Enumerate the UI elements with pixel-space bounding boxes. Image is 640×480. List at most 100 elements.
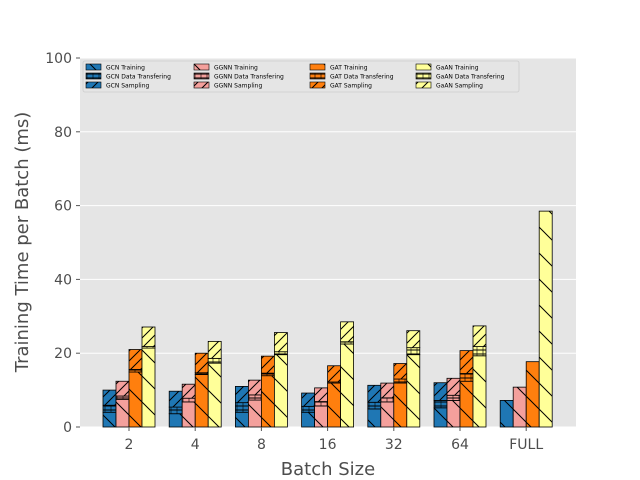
bar-gat-data-transferring-hatch — [195, 372, 209, 375]
bar-gaan-sampling-hatch — [208, 341, 222, 359]
bar-gcn-training-hatch — [235, 412, 249, 427]
legend: GCN Training GCN Data Transfering GCN Samp… — [82, 60, 520, 93]
bar-gaan-training-hatch — [274, 354, 288, 427]
bar-gcn-training-hatch — [367, 408, 381, 427]
y-tick-label: 80 — [54, 125, 72, 141]
bar-gaan-training-hatch — [406, 354, 420, 427]
x-tick-label: 8 — [257, 437, 266, 453]
bar-gcn-data-transferring-hatch — [235, 402, 249, 413]
bar-gat-sampling-hatch — [460, 350, 473, 374]
legend-swatch-hatch — [194, 64, 209, 70]
bar-ggnn-data-transferring-hatch — [182, 398, 196, 402]
bar-ggnn-sampling-hatch — [248, 380, 262, 395]
bar-gcn-training-hatch — [434, 407, 447, 427]
y-axis-label: Training Time per Batch (ms) — [12, 112, 33, 374]
legend-label: GAT Data Transfering — [330, 74, 394, 81]
bar-ggnn-sampling-hatch — [116, 381, 129, 397]
bar-gcn-sampling-hatch — [301, 393, 315, 407]
legend-swatch-hatch — [416, 73, 431, 79]
bar-gat-data-transferring-hatch — [261, 373, 275, 376]
bar-gaan-sampling-hatch — [142, 327, 155, 347]
bar-gat-sampling-hatch — [327, 365, 341, 382]
bar-gaan-sampling-hatch — [473, 325, 486, 347]
bar-ggnn-data-transferring-hatch — [380, 397, 394, 402]
legend-label: GCN Sampling — [106, 83, 150, 90]
bar-ggnn-sampling-hatch — [380, 383, 394, 398]
legend-label: GaAN Training — [436, 65, 479, 72]
legend-label: GGNN Data Transfering — [214, 74, 284, 81]
y-tick-label: 60 — [54, 199, 72, 215]
bar-gaan-data-transferring-hatch — [473, 346, 486, 356]
bar-gcn-training-hatch — [103, 412, 116, 427]
bar-ggnn-training-hatch — [116, 399, 129, 427]
bar-gcn-data-transferring-hatch — [301, 406, 315, 413]
x-tick-label: 2 — [125, 437, 134, 453]
legend-swatch-hatch — [310, 82, 325, 88]
bar-gaan-data-transferring-hatch — [406, 347, 420, 355]
x-tick-label: 64 — [451, 437, 469, 453]
legend-label: GCN Data Transfering — [106, 74, 171, 81]
bar-gaan-training-hatch — [340, 343, 354, 427]
bar-gcn-training-hatch — [301, 412, 315, 427]
bar-gcn-training-hatch — [169, 413, 183, 427]
legend-label: GAT Sampling — [330, 83, 372, 90]
bar-gaan-data-transferring-hatch — [142, 346, 155, 349]
y-ticks: 0 20 40 60 80 100 — [45, 51, 80, 436]
legend-swatch-hatch — [194, 82, 209, 88]
bar-ggnn-training-hatch — [513, 387, 527, 427]
bar-gat-sampling-hatch — [261, 356, 275, 374]
bars — [102, 210, 553, 428]
bar-ggnn-sampling-hatch — [182, 384, 196, 399]
bar-ggnn-data-transferring-hatch — [116, 396, 129, 400]
bar-gaan-training-hatch — [539, 211, 553, 427]
bar-gaan-training-hatch — [473, 355, 486, 427]
bar-gaan-data-transferring-hatch — [340, 341, 354, 344]
y-tick-label: 100 — [45, 51, 72, 67]
bar-gcn-sampling-hatch — [367, 385, 381, 403]
bar-gat-training-hatch — [393, 383, 407, 427]
bar-gaan-sampling-hatch — [340, 321, 354, 342]
x-tick-label: 4 — [191, 437, 200, 453]
bar-gcn-sampling-hatch — [103, 390, 116, 406]
legend-swatch-hatch — [86, 64, 101, 70]
grid — [80, 57, 576, 428]
bar-gat-data-transferring-hatch — [129, 369, 142, 373]
bar-ggnn-sampling-hatch — [447, 378, 460, 396]
legend-swatch-hatch — [86, 82, 101, 88]
bar-gcn-training-hatch — [500, 400, 514, 427]
bar-gat-data-transferring-hatch — [393, 379, 407, 384]
bar-ggnn-training-hatch — [182, 401, 196, 427]
x-ticks: 2 4 8 16 32 64 FULL — [125, 427, 543, 453]
legend-swatch-hatch — [310, 64, 325, 70]
legend-swatch-hatch — [310, 73, 325, 79]
y-tick-label: 0 — [63, 420, 72, 436]
bar-gaan-data-transferring-hatch — [208, 358, 222, 364]
bar-gaan-training-hatch — [208, 363, 222, 427]
bar-ggnn-training-hatch — [447, 400, 460, 427]
bar-gat-data-transferring-hatch — [460, 373, 473, 382]
bar-gat-sampling-hatch — [129, 349, 142, 370]
bar-gat-training-hatch — [460, 381, 473, 427]
bar-gat-training-hatch — [129, 372, 142, 427]
bar-gaan-data-transferring-hatch — [274, 351, 288, 355]
bar-gat-sampling-hatch — [195, 353, 209, 373]
bar-gcn-sampling-hatch — [235, 386, 249, 403]
legend-label: GaAN Sampling — [436, 83, 483, 90]
bar-gat-training-hatch — [261, 375, 275, 427]
bar-gat-sampling-hatch — [393, 363, 407, 380]
bar-ggnn-data-transferring-hatch — [314, 401, 328, 406]
bar-gat-training-hatch — [327, 383, 341, 427]
bar-ggnn-training-hatch — [314, 405, 328, 427]
bar-gcn-data-transferring-hatch — [169, 407, 183, 414]
legend-swatch-hatch — [416, 64, 431, 70]
y-tick-label: 20 — [54, 346, 72, 362]
legend-label: GGNN Sampling — [214, 83, 262, 90]
x-tick-label: 16 — [319, 437, 337, 453]
bar-gaan-sampling-hatch — [274, 332, 288, 352]
bar-ggnn-data-transferring-hatch — [248, 394, 262, 401]
bar-gaan-sampling-hatch — [406, 330, 420, 348]
x-axis-label: Batch Size — [281, 459, 375, 480]
bar-gcn-sampling-hatch — [169, 391, 183, 408]
legend-box — [82, 60, 520, 93]
